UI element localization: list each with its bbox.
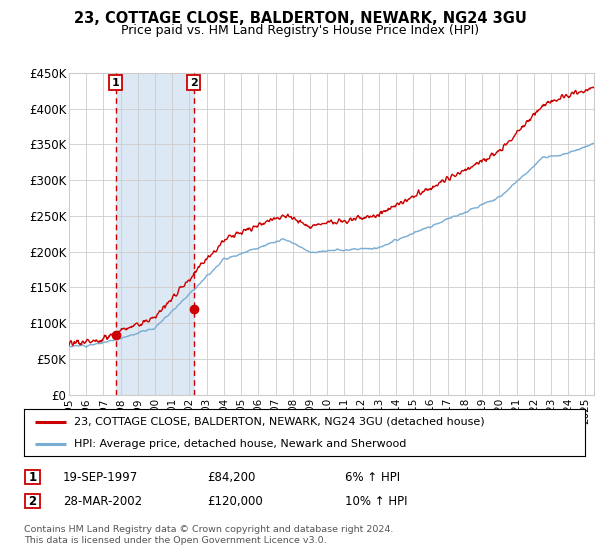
Text: Price paid vs. HM Land Registry's House Price Index (HPI): Price paid vs. HM Land Registry's House … bbox=[121, 24, 479, 36]
Text: 2: 2 bbox=[190, 78, 197, 87]
Text: HPI: Average price, detached house, Newark and Sherwood: HPI: Average price, detached house, Newa… bbox=[74, 438, 407, 449]
Text: 1: 1 bbox=[28, 470, 37, 484]
Text: £120,000: £120,000 bbox=[207, 494, 263, 508]
Bar bbox=[116, 73, 194, 395]
Text: 1: 1 bbox=[112, 78, 119, 87]
Text: 23, COTTAGE CLOSE, BALDERTON, NEWARK, NG24 3GU (detached house): 23, COTTAGE CLOSE, BALDERTON, NEWARK, NG… bbox=[74, 417, 485, 427]
Text: 23, COTTAGE CLOSE, BALDERTON, NEWARK, NG24 3GU: 23, COTTAGE CLOSE, BALDERTON, NEWARK, NG… bbox=[74, 11, 526, 26]
Text: Contains HM Land Registry data © Crown copyright and database right 2024.
This d: Contains HM Land Registry data © Crown c… bbox=[24, 525, 394, 545]
Text: 6% ↑ HPI: 6% ↑ HPI bbox=[345, 470, 400, 484]
Text: £84,200: £84,200 bbox=[207, 470, 256, 484]
Text: 2: 2 bbox=[28, 494, 37, 508]
Text: 10% ↑ HPI: 10% ↑ HPI bbox=[345, 494, 407, 508]
Text: 19-SEP-1997: 19-SEP-1997 bbox=[63, 470, 138, 484]
Text: 28-MAR-2002: 28-MAR-2002 bbox=[63, 494, 142, 508]
